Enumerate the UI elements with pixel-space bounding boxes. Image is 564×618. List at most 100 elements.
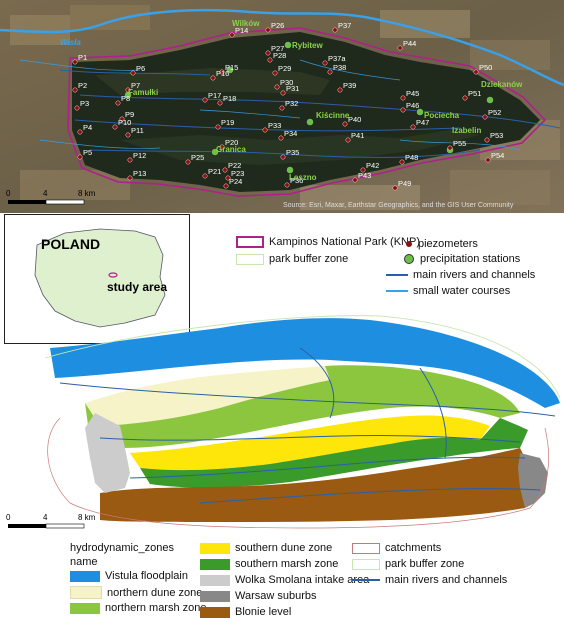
piezometer-marker[interactable]: [360, 167, 366, 173]
piezometer-marker[interactable]: [482, 114, 488, 120]
piezometer-marker[interactable]: [229, 32, 235, 38]
piezometer-label: P16: [216, 69, 229, 78]
place-label: Izabelin: [452, 126, 481, 135]
piezometer-marker[interactable]: [284, 182, 290, 188]
piezometer-marker[interactable]: [127, 175, 133, 181]
catchments-swatch: [352, 542, 380, 554]
piezometer-marker[interactable]: [219, 144, 225, 150]
piezometer-marker[interactable]: [210, 75, 216, 81]
precip-station-marker[interactable]: [211, 148, 219, 156]
precipitation-stations: [124, 41, 494, 174]
piezometer-marker[interactable]: [219, 69, 225, 75]
piezometer-marker[interactable]: [223, 183, 229, 189]
piezometer-marker[interactable]: [400, 107, 406, 113]
piezometer-marker[interactable]: [127, 157, 133, 163]
piezometer-marker[interactable]: [274, 84, 280, 90]
legend-precip: precipitation stations: [404, 253, 520, 265]
scalebar-tick-4: 4: [43, 189, 48, 198]
main-rivers-bottom-line: [352, 579, 380, 581]
piezometer-marker[interactable]: [185, 159, 191, 165]
piezometer-label: P50: [479, 63, 492, 72]
piezometer-label: P37: [338, 21, 351, 30]
piezometer-label: P23: [231, 169, 244, 178]
piezometer-marker[interactable]: [279, 105, 285, 111]
place-label: Famułki: [128, 88, 158, 97]
piezometer-marker[interactable]: [130, 70, 136, 76]
precip-station-marker[interactable]: [284, 41, 292, 49]
bottom-scalebar-tick-0: 0: [6, 513, 11, 522]
piezometer-label: P31: [286, 84, 299, 93]
hydro-zones-svg: 0 4 8 km: [6, 315, 561, 529]
place-label: Kiścinne: [316, 111, 350, 120]
piezometer-marker[interactable]: [119, 116, 125, 122]
piezometer-marker[interactable]: [278, 135, 284, 141]
piezometer-label: P19: [221, 118, 234, 127]
precip-station-marker[interactable]: [486, 96, 494, 104]
piezometer-marker[interactable]: [280, 154, 286, 160]
piezometer-marker[interactable]: [327, 69, 333, 75]
piezometer-marker[interactable]: [215, 124, 221, 130]
piezometer-marker[interactable]: [225, 175, 231, 181]
piezometer-marker[interactable]: [72, 59, 78, 65]
zone-wolka-smolana: [85, 413, 130, 493]
piezometer-marker[interactable]: [392, 185, 398, 191]
place-label: Pociecha: [424, 111, 460, 120]
legend-piezometers-label: piezometers: [418, 238, 478, 250]
piezometer-marker[interactable]: [280, 90, 286, 96]
place-label: Dziekanów: [481, 80, 523, 89]
piezometer-marker[interactable]: [125, 87, 131, 93]
piezometer-marker[interactable]: [485, 157, 491, 163]
piezometer-marker[interactable]: [202, 97, 208, 103]
hydro-zones-map[interactable]: 0 4 8 km: [0, 308, 564, 536]
piezometer-marker[interactable]: [125, 132, 131, 138]
piezometer-marker[interactable]: [397, 45, 403, 51]
legend-park-buffer: park buffer zone: [352, 558, 464, 570]
piezometer-marker[interactable]: [337, 87, 343, 93]
piezometer-marker[interactable]: [262, 127, 268, 133]
piezometer-marker[interactable]: [473, 69, 479, 75]
piezometer-marker[interactable]: [399, 159, 405, 165]
zone-label: Vistula floodplain: [105, 570, 188, 582]
piezometer-marker[interactable]: [447, 145, 453, 151]
piezometer-marker[interactable]: [217, 100, 223, 106]
piezometer-marker[interactable]: [272, 70, 278, 76]
satellite-map[interactable]: P1 P2 P3 P4 P5 P6 P7 P8 P9 P10 P11 P12 P13 P14 P15 P16 P…: [0, 0, 564, 213]
legend-piezometers: piezometers: [406, 238, 478, 250]
piezometer-marker[interactable]: [222, 167, 228, 173]
precip-station-marker[interactable]: [416, 108, 424, 116]
zone-label: northern dune zone: [107, 586, 203, 599]
piezometer-marker[interactable]: [202, 173, 208, 179]
piezometer-marker[interactable]: [400, 95, 406, 101]
piezometer-marker[interactable]: [72, 87, 78, 93]
piezometer-marker[interactable]: [74, 105, 80, 111]
piezometer-label: P24: [229, 177, 242, 186]
piezometer-marker[interactable]: [410, 124, 416, 130]
precip-station-marker[interactable]: [306, 118, 314, 126]
precip-station-marker[interactable]: [226, 66, 234, 74]
piezometer-marker[interactable]: [77, 154, 83, 160]
piezometer-marker[interactable]: [322, 60, 328, 66]
piezometer-marker[interactable]: [265, 50, 271, 56]
piezometer-marker[interactable]: [267, 57, 273, 63]
buffer-swatch: [236, 253, 264, 265]
piezometer-marker[interactable]: [115, 100, 121, 106]
piezometer-marker[interactable]: [332, 27, 338, 33]
piezometer-label: P44: [403, 39, 416, 48]
catchments-outline: [47, 417, 549, 529]
zone-legend-item: northern marsh zone: [70, 602, 207, 614]
piezometer-marker[interactable]: [352, 177, 358, 183]
precip-station-marker[interactable]: [286, 166, 294, 174]
piezometer-label: P51: [468, 89, 481, 98]
channels: [59, 69, 561, 158]
piezometer-marker[interactable]: [342, 121, 348, 127]
piezometer-marker[interactable]: [112, 124, 118, 130]
piezometer-label: P35: [286, 148, 299, 157]
piezometer-marker[interactable]: [77, 129, 83, 135]
piezometer-marker[interactable]: [345, 137, 351, 143]
piezometer-label: P5: [83, 148, 92, 157]
piezometer-marker[interactable]: [462, 95, 468, 101]
piezometer-marker[interactable]: [484, 137, 490, 143]
piezometer-marker[interactable]: [265, 27, 271, 33]
